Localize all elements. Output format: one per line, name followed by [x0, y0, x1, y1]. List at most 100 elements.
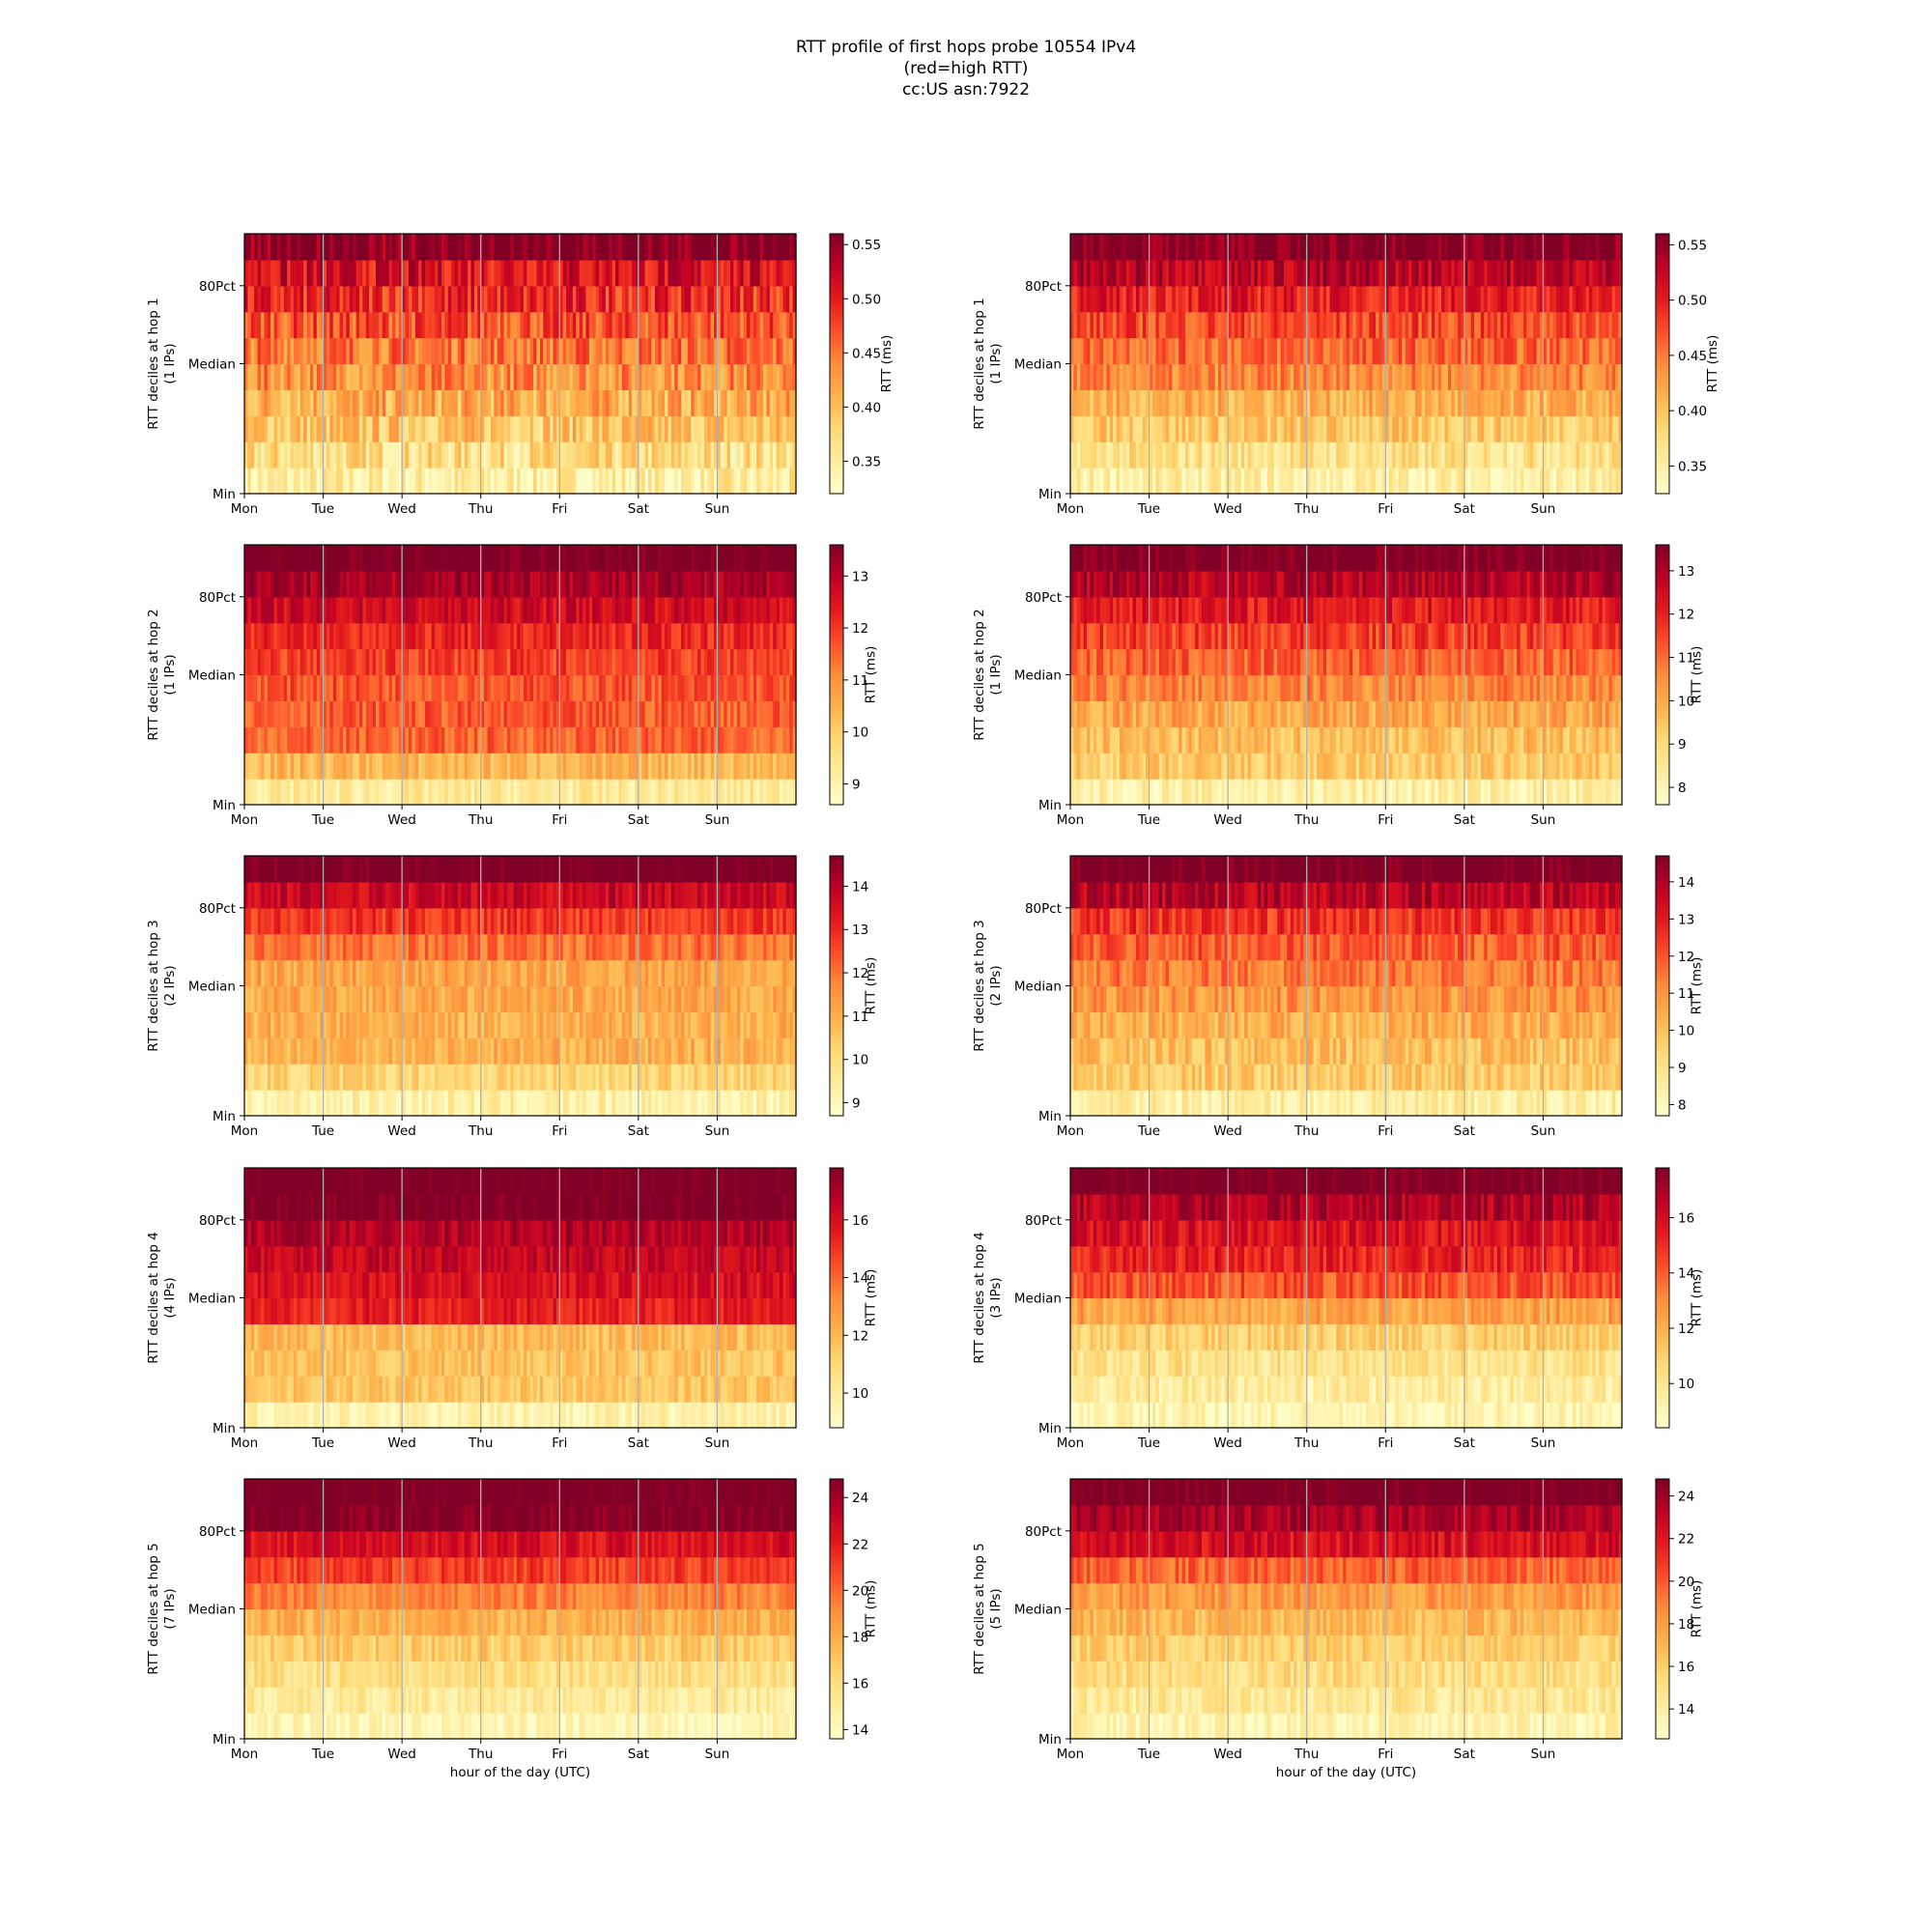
- heatmap-cell: [1573, 259, 1577, 287]
- heatmap-cell: [555, 648, 560, 676]
- heatmap-cell: [625, 311, 630, 339]
- heatmap-cell: [1365, 415, 1370, 442]
- heatmap-cell: [743, 753, 748, 780]
- heatmap-cell: [1070, 468, 1074, 495]
- heatmap-cell: [536, 700, 541, 727]
- heatmap-cell: [1198, 259, 1203, 287]
- heatmap-cell: [1310, 234, 1315, 261]
- heatmap-cell: [740, 753, 745, 780]
- heatmap-cell: [1336, 337, 1341, 365]
- heatmap-cell: [276, 259, 281, 287]
- heatmap-cell: [569, 726, 574, 753]
- heatmap-cell: [576, 674, 581, 701]
- heatmap-cell: [677, 674, 682, 701]
- heatmap-cell: [782, 285, 787, 313]
- heatmap-cell: [720, 285, 724, 313]
- heatmap-cell: [1431, 234, 1435, 261]
- heatmap-cell: [523, 234, 527, 261]
- heatmap-cell: [546, 674, 551, 701]
- heatmap-cell: [362, 700, 367, 727]
- heatmap-cell: [421, 570, 426, 598]
- heatmap-cell: [412, 779, 416, 806]
- heatmap-cell: [1589, 441, 1594, 469]
- heatmap-cell: [1562, 259, 1567, 287]
- heatmap-cell: [1346, 441, 1350, 469]
- heatmap-cell: [1385, 311, 1390, 339]
- heatmap-cell: [395, 311, 400, 339]
- heatmap-cell: [743, 389, 748, 416]
- heatmap-cell: [691, 753, 696, 780]
- heatmap-cell: [635, 753, 639, 780]
- heatmap-cell: [1573, 389, 1577, 416]
- heatmap-cell: [332, 674, 337, 701]
- heatmap-cell: [792, 415, 797, 442]
- heatmap-cell: [444, 311, 449, 339]
- heatmap-cell: [290, 596, 295, 624]
- heatmap-cell: [602, 596, 607, 624]
- heatmap-cell: [1198, 468, 1203, 495]
- heatmap-cell: [582, 389, 587, 416]
- heatmap-cell: [555, 753, 560, 780]
- heatmap-cell: [388, 389, 393, 416]
- heatmap-cell: [1102, 285, 1107, 313]
- heatmap-cell: [1080, 285, 1085, 313]
- heatmap-cell: [523, 700, 527, 727]
- heatmap-cell: [1533, 468, 1538, 495]
- heatmap-cell: [602, 779, 607, 806]
- heatmap-cell: [618, 570, 623, 598]
- heatmap-cell: [615, 622, 620, 650]
- heatmap-cell: [484, 753, 489, 780]
- heatmap-cell: [1500, 311, 1505, 339]
- heatmap-cell: [609, 415, 613, 442]
- heatmap-cell: [700, 234, 705, 261]
- heatmap-cell: [293, 234, 298, 261]
- heatmap-cell: [1090, 337, 1094, 365]
- heatmap-cell: [1343, 285, 1348, 313]
- heatmap-cell: [753, 389, 757, 416]
- heatmap-cell: [1562, 363, 1567, 390]
- heatmap-cell: [402, 311, 407, 339]
- heatmap-cell: [1283, 363, 1288, 390]
- heatmap-cell: [700, 622, 705, 650]
- heatmap-cell: [398, 311, 403, 339]
- heatmap-cell: [1221, 259, 1226, 287]
- heatmap-cell: [1398, 441, 1403, 469]
- heatmap-cell: [740, 726, 745, 753]
- heatmap-cell: [526, 441, 531, 469]
- heatmap-cell: [1191, 415, 1196, 442]
- heatmap-cell: [651, 700, 656, 727]
- heatmap-cell: [553, 441, 557, 469]
- heatmap-cell: [270, 648, 275, 676]
- heatmap-cell: [353, 259, 357, 287]
- heatmap-cell: [736, 415, 741, 442]
- heatmap-cell: [611, 363, 616, 390]
- heatmap-cell: [342, 779, 347, 806]
- heatmap-cell: [1266, 234, 1271, 261]
- heatmap-cell: [753, 674, 757, 701]
- heatmap-cell: [1125, 389, 1130, 416]
- heatmap-cell: [585, 596, 590, 624]
- heatmap-cell: [654, 415, 659, 442]
- heatmap-cell: [566, 337, 571, 365]
- heatmap-cell: [1589, 311, 1594, 339]
- heatmap-cell: [454, 596, 459, 624]
- heatmap-cell: [703, 700, 708, 727]
- heatmap-cell: [513, 285, 518, 313]
- heatmap-cell: [1287, 468, 1292, 495]
- heatmap-cell: [260, 285, 265, 313]
- heatmap-cell: [510, 234, 515, 261]
- heatmap-cell: [424, 259, 429, 287]
- heatmap-cell: [264, 779, 269, 806]
- heatmap-cell: [621, 468, 626, 495]
- heatmap-cell: [1329, 259, 1334, 287]
- heatmap-cell: [592, 259, 597, 287]
- heatmap-cell: [710, 622, 715, 650]
- heatmap-cell: [1149, 363, 1153, 390]
- heatmap-cell: [1201, 363, 1206, 390]
- heatmap-cell: [1414, 285, 1419, 313]
- heatmap-cell: [529, 596, 534, 624]
- heatmap-cell: [674, 415, 679, 442]
- heatmap-cell: [632, 700, 637, 727]
- heatmap-cell: [595, 285, 600, 313]
